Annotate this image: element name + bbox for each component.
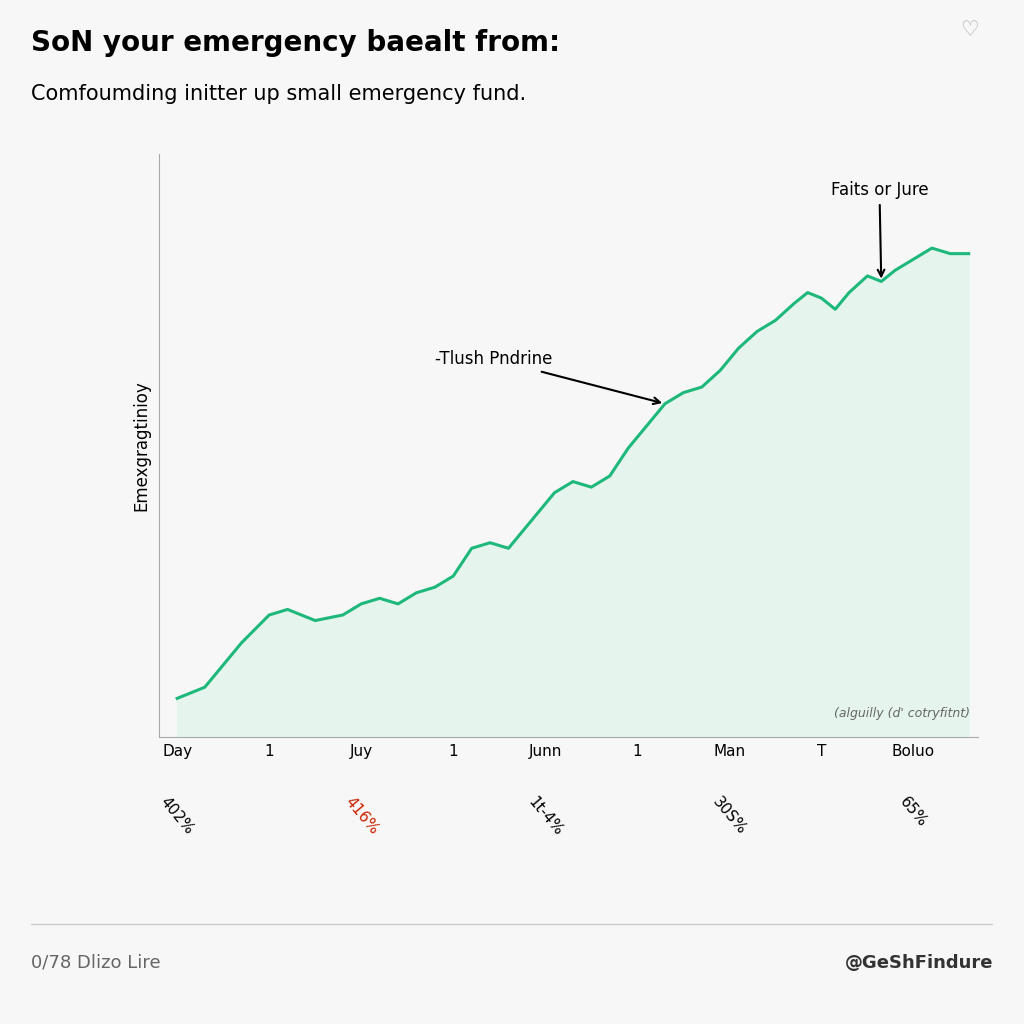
Text: -Tlush Pndrine: -Tlush Pndrine <box>435 350 660 404</box>
Text: (alguilly (d' cotryfitnt): (alguilly (d' cotryfitnt) <box>834 707 970 720</box>
Text: Comfoumding initter up small emergency fund.: Comfoumding initter up small emergency f… <box>31 84 526 104</box>
Text: ♡: ♡ <box>961 20 979 40</box>
Y-axis label: Emexgragtinioy: Emexgragtinioy <box>132 380 151 511</box>
Text: 402%: 402% <box>158 795 197 837</box>
Text: @GeShFindure: @GeShFindure <box>845 953 993 972</box>
Text: 65%: 65% <box>897 795 930 829</box>
Text: 0/78 Dlizo Lire: 0/78 Dlizo Lire <box>31 953 161 972</box>
Text: SoN your emergency baealt from:: SoN your emergency baealt from: <box>31 29 560 56</box>
Text: 30S%: 30S% <box>710 795 750 838</box>
Text: Faits or Jure: Faits or Jure <box>830 181 929 276</box>
Text: 1t-4%: 1t-4% <box>525 795 565 839</box>
Text: 416%: 416% <box>341 795 381 838</box>
